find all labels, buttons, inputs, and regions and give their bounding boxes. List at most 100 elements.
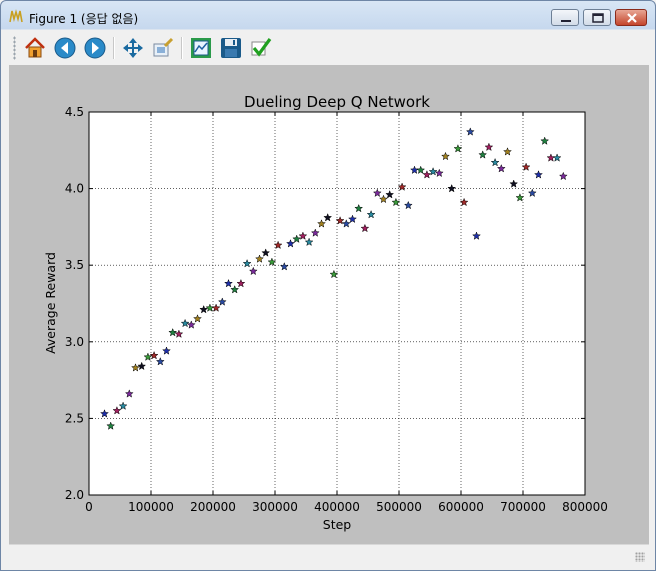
data-point	[149, 350, 159, 360]
subplots-button[interactable]	[187, 34, 215, 62]
data-point	[416, 165, 426, 175]
forward-button[interactable]	[81, 34, 109, 62]
data-point	[391, 197, 401, 207]
data-point	[310, 228, 320, 237]
y-tick-label: 4.5	[65, 105, 84, 119]
data-point	[224, 278, 233, 288]
close-button[interactable]	[615, 9, 647, 26]
y-tick-label: 2.0	[65, 488, 84, 502]
data-point	[292, 234, 302, 243]
data-point	[242, 258, 252, 268]
pan-button[interactable]	[119, 34, 147, 62]
data-point	[124, 389, 134, 398]
forward-arrow-icon	[84, 37, 106, 59]
data-point	[100, 409, 109, 418]
zoom-rect-icon	[153, 37, 174, 57]
data-point	[509, 179, 519, 188]
back-arrow-icon	[54, 37, 76, 59]
data-point	[273, 240, 283, 250]
data-point	[372, 188, 382, 198]
data-point	[199, 304, 209, 314]
data-point	[211, 303, 221, 312]
data-point	[323, 212, 333, 222]
data-point	[341, 219, 351, 228]
data-point	[168, 327, 178, 337]
data-point	[112, 406, 122, 415]
back-button[interactable]	[51, 34, 79, 62]
data-point	[465, 127, 475, 136]
y-tick-label: 3.5	[65, 258, 84, 272]
data-point	[193, 314, 202, 323]
data-point	[186, 320, 196, 329]
window-title: Figure 1 (응답 없음)	[29, 12, 139, 26]
x-tick-label: 0	[85, 500, 93, 514]
matplotlib-app-icon	[8, 8, 24, 24]
toolbar-grip[interactable]	[13, 36, 16, 60]
subplots-icon	[191, 38, 211, 58]
chart-title: Dueling Deep Q Network	[244, 93, 430, 111]
data-point	[521, 162, 531, 171]
move-icon	[123, 38, 143, 58]
data-point	[403, 200, 413, 210]
data-point	[304, 237, 314, 247]
data-point	[484, 142, 494, 152]
data-point	[422, 170, 432, 179]
data-point	[329, 269, 339, 279]
edit-axes-button[interactable]	[247, 34, 275, 62]
data-point	[248, 266, 258, 276]
y-axis-label: Average Reward	[43, 252, 58, 354]
data-point	[255, 254, 264, 263]
data-point	[515, 193, 525, 202]
home-icon	[25, 37, 45, 58]
data-point	[106, 421, 116, 430]
data-point	[527, 188, 537, 198]
figure-canvas[interactable]: 0 100000 200000 300000 400000 500000 600000 700…	[9, 65, 649, 544]
y-tick-label: 4.0	[65, 182, 84, 196]
data-point	[162, 346, 171, 355]
data-point	[558, 171, 568, 181]
data-point	[503, 147, 512, 156]
data-point	[459, 197, 469, 207]
data-point	[286, 239, 295, 248]
data-point	[453, 144, 463, 153]
x-tick-label: 200000	[190, 500, 236, 514]
scatter-chart[interactable]: 0 100000 200000 300000 400000 500000 600000 700…	[9, 65, 649, 544]
x-axis-label: Step	[323, 517, 352, 532]
x-tick-label: 300000	[252, 500, 298, 514]
data-point	[143, 352, 153, 361]
data-point	[496, 163, 506, 173]
x-tick-label: 400000	[314, 500, 360, 514]
data-point	[360, 223, 370, 233]
navigation-toolbar	[9, 31, 649, 66]
data-point	[552, 153, 562, 162]
data-point	[490, 157, 500, 167]
data-point	[261, 248, 271, 257]
maximize-button[interactable]	[583, 9, 611, 26]
resize-grip[interactable]	[635, 552, 645, 562]
data-point	[447, 183, 457, 193]
data-point	[472, 231, 481, 240]
save-button[interactable]	[217, 34, 245, 62]
data-point	[180, 318, 190, 328]
x-tick-label: 600000	[438, 500, 484, 514]
y-tick-label: 2.5	[65, 411, 84, 425]
data-point	[267, 257, 277, 266]
data-point	[379, 194, 388, 204]
data-point	[155, 357, 165, 366]
title-bar[interactable]: Figure 1 (응답 없음)	[1, 1, 655, 31]
zoom-button[interactable]	[149, 34, 177, 62]
home-button[interactable]	[21, 34, 49, 62]
x-tick-label: 500000	[376, 500, 422, 514]
data-point	[354, 203, 364, 213]
axis-ticks: 0 100000 200000 300000 400000 500000 600000 700…	[65, 105, 608, 514]
data-point	[230, 284, 240, 294]
data-point	[428, 167, 438, 176]
data-point	[540, 136, 550, 145]
minimize-button[interactable]	[551, 9, 579, 26]
data-point	[279, 262, 289, 271]
data-point	[335, 216, 345, 225]
data-point	[478, 150, 488, 159]
data-point	[441, 151, 450, 161]
data-point	[236, 278, 246, 288]
